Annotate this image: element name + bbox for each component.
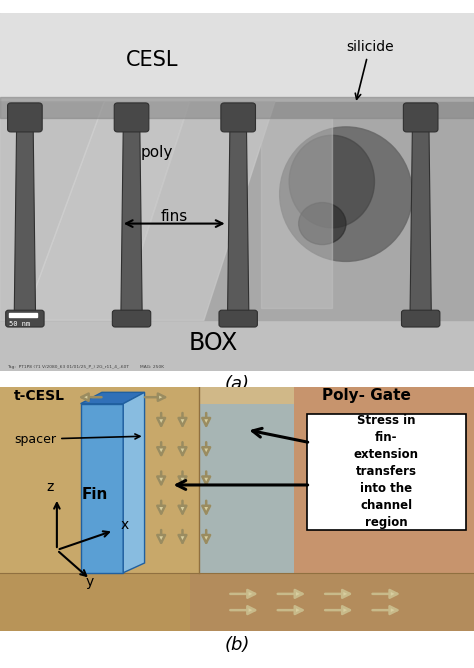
FancyBboxPatch shape xyxy=(403,103,438,132)
Polygon shape xyxy=(0,102,104,320)
Polygon shape xyxy=(410,127,431,316)
Text: spacer: spacer xyxy=(14,433,140,446)
Polygon shape xyxy=(121,127,142,316)
FancyBboxPatch shape xyxy=(221,103,255,132)
Text: CESL: CESL xyxy=(126,49,178,69)
Polygon shape xyxy=(0,572,474,631)
Text: Stress in
fin-
extension
transfers
into the
channel
region: Stress in fin- extension transfers into … xyxy=(354,414,419,530)
Ellipse shape xyxy=(299,202,346,244)
Polygon shape xyxy=(228,127,249,316)
Polygon shape xyxy=(14,127,36,316)
Ellipse shape xyxy=(280,127,412,261)
Text: Tag:  PT1P8 (71 V/2080_63 01/01/25_P_) 2G_r11_4_-60T        MAG: 250K: Tag: PT1P8 (71 V/2080_63 01/01/25_P_) 2G… xyxy=(7,365,164,369)
Text: poly: poly xyxy=(140,144,173,160)
Polygon shape xyxy=(24,102,190,320)
Text: (b): (b) xyxy=(224,636,250,653)
FancyBboxPatch shape xyxy=(114,103,149,132)
Bar xyxy=(0,320,474,371)
Bar xyxy=(0,13,474,102)
Text: 50 nm: 50 nm xyxy=(9,321,30,327)
Polygon shape xyxy=(118,102,275,320)
FancyBboxPatch shape xyxy=(401,310,440,327)
Polygon shape xyxy=(123,392,145,572)
Text: BOX: BOX xyxy=(189,331,238,355)
FancyBboxPatch shape xyxy=(8,103,42,132)
Text: y: y xyxy=(86,574,94,589)
Polygon shape xyxy=(190,572,474,631)
Text: Fin: Fin xyxy=(82,487,108,502)
Polygon shape xyxy=(81,392,145,403)
Bar xyxy=(0,102,474,320)
Bar xyxy=(9,313,37,317)
Text: Poly- Gate: Poly- Gate xyxy=(322,389,411,403)
Polygon shape xyxy=(294,387,474,572)
Polygon shape xyxy=(81,403,123,572)
Text: fins: fins xyxy=(160,208,188,224)
Text: z: z xyxy=(46,480,54,494)
FancyBboxPatch shape xyxy=(112,310,151,327)
Polygon shape xyxy=(0,387,199,631)
Ellipse shape xyxy=(289,136,374,228)
Polygon shape xyxy=(199,387,474,572)
Polygon shape xyxy=(199,403,294,572)
Text: (a): (a) xyxy=(225,375,249,393)
Text: t-CESL: t-CESL xyxy=(14,389,65,403)
Bar xyxy=(261,118,332,308)
FancyBboxPatch shape xyxy=(307,414,466,530)
FancyBboxPatch shape xyxy=(219,310,257,327)
Bar xyxy=(0,98,474,118)
FancyBboxPatch shape xyxy=(6,310,44,327)
Text: silicide: silicide xyxy=(346,40,393,100)
Text: x: x xyxy=(121,518,129,532)
